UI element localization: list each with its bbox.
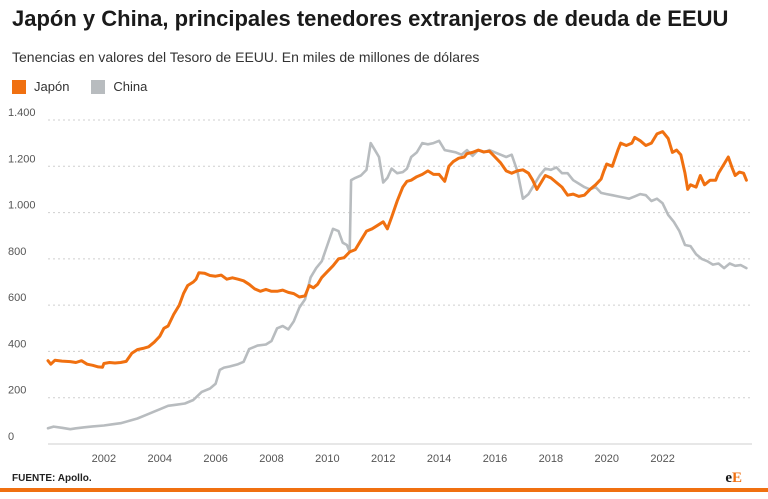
x-tick-label-2008: 2008 bbox=[259, 453, 283, 465]
legend-swatch-china bbox=[91, 79, 106, 94]
logo-suffix: E bbox=[731, 470, 742, 486]
legend-swatch-japon bbox=[12, 79, 26, 94]
y-tick-label-600: 600 bbox=[8, 292, 26, 304]
legend-label-china: China bbox=[113, 79, 148, 94]
series-line-japon bbox=[46, 130, 748, 369]
chart-subtitle: Tenencias en valores del Tesoro de EEUU.… bbox=[12, 49, 480, 65]
y-tick-label-400: 400 bbox=[8, 338, 26, 350]
x-tick-label-2006: 2006 bbox=[203, 453, 227, 465]
x-tick-label-2018: 2018 bbox=[539, 453, 563, 465]
legend-item-china: China bbox=[91, 79, 147, 94]
x-tick-label-2004: 2004 bbox=[148, 453, 172, 465]
source-note: FUENTE: Apollo. bbox=[12, 473, 92, 484]
y-tick-label-0: 0 bbox=[8, 431, 14, 443]
bottom-accent-bar bbox=[0, 488, 768, 492]
chart-title: Japón y China, principales tenedores ext… bbox=[12, 6, 729, 31]
x-axis-ticks: 2002 2004 2006 2008 2010 2012 2014 2016 2018 2020… bbox=[92, 453, 675, 465]
y-tick-label-800: 800 bbox=[8, 246, 26, 258]
y-tick-label-1000: 1.000 bbox=[8, 200, 36, 212]
chart-legend: Japón China bbox=[12, 79, 169, 94]
y-tick-label-1400: 1.400 bbox=[8, 107, 36, 119]
series-lines bbox=[46, 130, 748, 431]
x-tick-label-2014: 2014 bbox=[427, 453, 451, 465]
x-tick-label-2022: 2022 bbox=[650, 453, 674, 465]
y-tick-label-200: 200 bbox=[8, 385, 26, 397]
logo: eE bbox=[725, 470, 742, 487]
x-tick-label-2012: 2012 bbox=[371, 453, 395, 465]
legend-item-japon: Japón bbox=[12, 79, 69, 94]
y-axis-ticks: 0 200 400 600 800 1.000 1.200 1.400 bbox=[8, 107, 36, 443]
series-line-china bbox=[46, 139, 748, 431]
x-tick-label-2010: 2010 bbox=[315, 453, 339, 465]
x-tick-label-2016: 2016 bbox=[483, 453, 507, 465]
y-tick-label-1200: 1.200 bbox=[8, 153, 36, 165]
legend-label-japon: Japón bbox=[34, 79, 70, 94]
gridlines bbox=[48, 119, 752, 445]
logo-prefix: e bbox=[725, 470, 732, 486]
x-tick-label-2002: 2002 bbox=[92, 453, 116, 465]
x-tick-label-2020: 2020 bbox=[594, 453, 618, 465]
